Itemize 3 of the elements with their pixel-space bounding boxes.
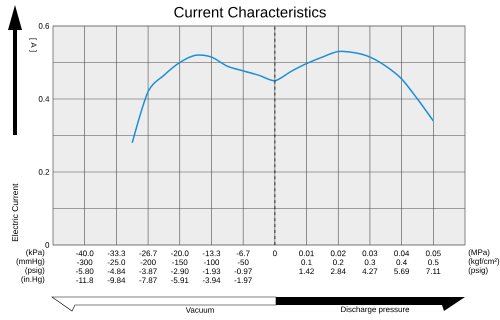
y-axis-title: Electric Current xyxy=(12,184,18,242)
chart-title: Current Characteristics xyxy=(174,6,326,18)
line-series xyxy=(131,50,434,144)
